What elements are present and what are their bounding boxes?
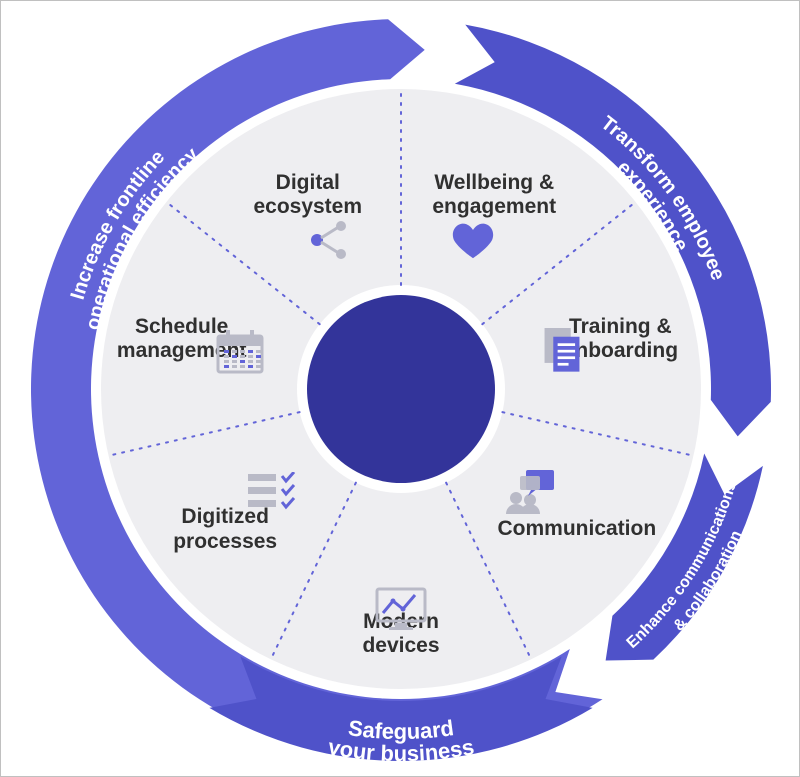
segment-label-communication: Communication — [497, 517, 656, 541]
diagram-stage: Increase frontlineoperational efficiency… — [0, 0, 800, 777]
segment-label-digital-eco: Digital ecosystem — [253, 171, 362, 219]
chat-group-icon — [502, 468, 558, 516]
heart-icon — [451, 220, 495, 260]
document-icon — [540, 328, 584, 376]
share-icon — [307, 218, 351, 262]
checklist-icon — [248, 472, 296, 512]
segment-label-wellbeing: Wellbeing & engagement — [432, 171, 556, 219]
calendar-icon — [216, 330, 264, 374]
wheel-svg: Increase frontlineoperational efficiency… — [1, 1, 800, 777]
hub — [307, 295, 495, 483]
segment-label-digitized: Digitized processes — [173, 505, 277, 553]
monitor-chart-icon — [375, 587, 427, 631]
